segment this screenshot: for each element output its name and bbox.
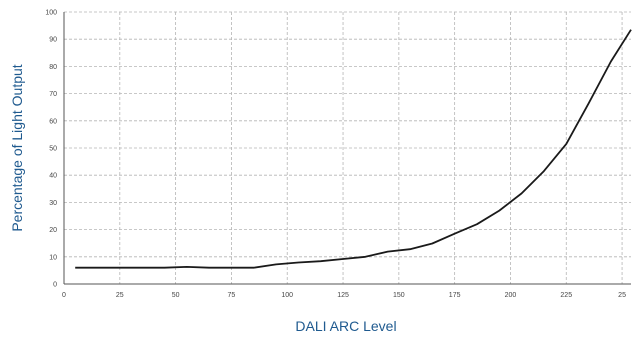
y-tick-label: 100 <box>45 10 57 17</box>
x-tick-label: 125 <box>337 292 349 299</box>
y-tick-label: 80 <box>49 64 57 71</box>
x-tick-label: 50 <box>172 292 180 299</box>
y-axis-title: Percentage of Light Output <box>9 64 25 231</box>
x-tick-label: 25 <box>116 292 124 299</box>
series-line <box>75 29 632 269</box>
y-tick-label: 90 <box>49 37 57 44</box>
x-tick-label: 100 <box>281 292 293 299</box>
y-tick-label: 70 <box>49 91 57 98</box>
y-tick-label: 40 <box>49 173 57 180</box>
x-tick-label: 175 <box>449 292 461 299</box>
axes <box>63 12 631 285</box>
x-tick-label: 225 <box>560 292 572 299</box>
y-tick-label: 0 <box>53 282 57 289</box>
y-tick-label: 60 <box>49 118 57 125</box>
y-tick-label: 10 <box>49 254 57 261</box>
y-tick-label: 20 <box>49 227 57 234</box>
x-axis-title: DALI ARC Level <box>295 318 396 334</box>
x-tick-labels: 0 25 50 75 100 125 150 175 200 225 25 <box>62 292 626 299</box>
x-tick-label: 150 <box>393 292 405 299</box>
y-tick-label: 30 <box>49 200 57 207</box>
grid-lines <box>64 11 631 284</box>
y-tick-label: 50 <box>49 146 57 153</box>
y-tick-labels: 0 10 20 30 40 50 60 70 80 90 100 <box>45 10 57 289</box>
series-layer <box>75 29 632 269</box>
x-tick-label: 75 <box>228 292 236 299</box>
x-tick-label: 0 <box>62 292 66 299</box>
x-tick-label: 25 <box>618 292 626 299</box>
x-tick-label: 200 <box>505 292 517 299</box>
